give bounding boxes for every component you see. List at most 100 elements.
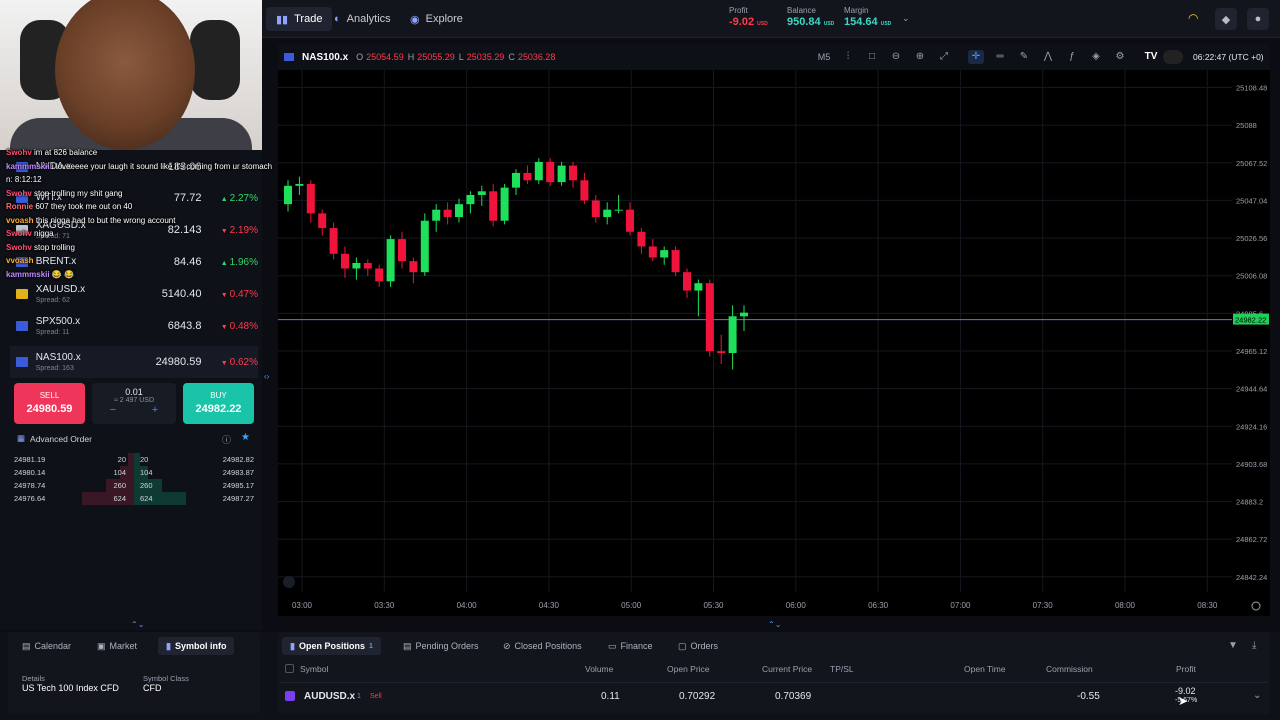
y-tick-label: 24944.64 (1236, 385, 1267, 394)
tab-market[interactable]: ▣ Market (97, 639, 137, 653)
chat-text: stop trolling my shit gang (34, 188, 123, 198)
tab-pending-orders[interactable]: ▤ Pending Orders (403, 639, 479, 653)
ask-volume: 624 (140, 494, 153, 503)
reset-chart-icon[interactable] (283, 576, 295, 588)
col-open-price[interactable]: Open Price (667, 664, 710, 674)
advanced-order-toggle[interactable]: ▦ Advanced Order (17, 433, 92, 444)
orderbook-row[interactable]: 24980.14 104 104 24983.87 (14, 466, 254, 479)
info-icon[interactable]: ⓘ (222, 435, 232, 445)
watchlist-row[interactable]: XAUUSD.x Spread: 62 5140.40 ▼ 0.47% (10, 279, 258, 309)
flag-icon (16, 257, 28, 267)
crosshair-icon[interactable]: ✛ (968, 50, 984, 64)
account-chevron-icon[interactable]: ⌄ (902, 13, 910, 23)
document-icon: ▤ (403, 640, 412, 651)
candle-body (375, 268, 384, 282)
chat-message: Swohv stop trolling my shit gang (6, 187, 346, 201)
filter-icon[interactable]: ▼ (1228, 640, 1238, 651)
watchlist-symbol: XAGUSD.x Spread: 71 (36, 220, 143, 240)
watchlist-row[interactable]: XAGUSD.x Spread: 71 82.143 ▼ 2.19% (10, 215, 258, 245)
col-profit[interactable]: Profit (1176, 664, 1196, 674)
watchlist-symbol-name: SPX500.x (35, 316, 81, 327)
chart-symbol[interactable]: NAS100.x (302, 51, 349, 63)
download-icon[interactable]: ⤓ (1252, 640, 1257, 651)
bell-icon[interactable]: ◆ (1215, 8, 1237, 30)
pencil-icon[interactable]: ✎ (1019, 51, 1029, 62)
volume-minus-button[interactable]: − (109, 404, 117, 416)
indicators-icon[interactable]: ƒ (1069, 51, 1075, 62)
watchlist-row[interactable]: BRENT.x 84.46 ▲ 1.96% (10, 247, 258, 277)
tab-finance[interactable]: ▭ Finance (608, 639, 653, 653)
watchlist-change-value: 0.48% (229, 320, 258, 332)
orderbook-row[interactable]: 24976.64 624 624 24987.27 (14, 492, 254, 505)
tab-orders[interactable]: ▢ Orders (678, 639, 718, 653)
position-current-price: 0.70369 (775, 691, 812, 702)
square-icon[interactable]: □ (868, 51, 876, 62)
candle-body (386, 239, 395, 282)
col-commission[interactable]: Commission (1046, 664, 1093, 674)
tab-analytics[interactable]: ◐ Analytics (324, 7, 401, 31)
watchlist-row[interactable]: NAS100.x Spread: 163 24980.59 ▼ 0.62% (10, 346, 258, 378)
fit-icon[interactable]: ⤢ (940, 51, 948, 62)
star-icon[interactable]: ★ (241, 432, 250, 443)
col-symbol[interactable]: Symbol (300, 664, 329, 674)
tab-symbol-info[interactable]: ▮ Symbol info (158, 637, 235, 655)
volume-value: 0.01 (125, 387, 143, 397)
watchlist-symbol-name: BRENT.x (35, 255, 77, 267)
profit-amount: -9.02 (729, 16, 755, 28)
watchlist-row[interactable]: SPX500.x Spread: 11 6843.8 ▼ 0.48% (10, 311, 258, 341)
volume-input[interactable]: 0.01 ≈ 2 497 USD − + (92, 383, 176, 424)
chat-message: kammmskii 😂 😂 (6, 268, 346, 282)
buy-button[interactable]: BUY 24982.22 (183, 383, 254, 424)
layers-icon[interactable]: ◈ (1092, 51, 1100, 62)
x-tick-label: 07:00 (950, 601, 971, 610)
pattern-icon[interactable]: ⋀ (1043, 51, 1053, 62)
flag-icon (16, 357, 28, 367)
horizontal-line-icon[interactable]: ═ (996, 51, 1004, 62)
collapse-left-bottom-icon[interactable]: ⌃⌄ (131, 620, 145, 629)
col-volume[interactable]: Volume (585, 664, 614, 674)
watchlist-row[interactable]: NVDA.x 183.06 (10, 152, 258, 182)
tab-closed-positions[interactable]: ⊘ Closed Positions (503, 639, 582, 653)
volume-plus-button[interactable]: + (151, 404, 159, 416)
settings-icon[interactable]: ⚙ (1115, 51, 1125, 62)
tab-calendar[interactable]: ▤ Calendar (22, 639, 71, 653)
row-expand-chevron-icon[interactable]: ⌄ (1253, 690, 1262, 701)
y-tick-label: 24965.12 (1236, 347, 1267, 356)
col-open-time[interactable]: Open Time (964, 664, 1006, 674)
tab-open-positions[interactable]: ▮ Open Positions 1 (282, 637, 381, 655)
chat-username: vvoash (6, 256, 34, 265)
margin-unit: USD (880, 21, 892, 27)
candle-body (306, 183, 315, 214)
y-tick-label: 25026.56 (1236, 234, 1267, 243)
zoom-in-icon[interactable]: ⊕ (915, 51, 925, 62)
orderbook-row[interactable]: 24978.74 260 260 24985.17 (14, 479, 254, 492)
x-tick-label: 05:00 (621, 601, 642, 610)
collapse-left-icon[interactable]: ‹› (264, 372, 270, 381)
select-all-checkbox[interactable] (285, 664, 294, 673)
theme-toggle[interactable] (1163, 50, 1183, 64)
col-tpsl[interactable]: TP/SL (830, 664, 854, 674)
timeframe-button[interactable]: M5 (817, 52, 831, 62)
bid-price: 24981.19 (14, 455, 46, 464)
table-row[interactable] (280, 682, 1268, 710)
watchlist-price: 5140.40 (161, 288, 202, 300)
candles-icon[interactable]: ⫶ (846, 51, 850, 62)
user-icon[interactable]: ● (1247, 8, 1269, 30)
tab-explore[interactable]: ◉ Explore (400, 7, 473, 31)
profit-value: -9.02 USD (729, 16, 768, 28)
tab-trade[interactable]: ▮▮ Trade (266, 7, 333, 31)
chat-message: Swohv stop trolling (6, 241, 346, 255)
balance-unit: USD (823, 21, 835, 27)
chat-text: this nigga had to but the wrong account (35, 215, 176, 225)
candle-body (626, 209, 634, 232)
collapse-bottom-icon[interactable]: ⌃⌄ (768, 620, 782, 629)
chart-area[interactable] (278, 44, 1270, 616)
sell-button[interactable]: SELL 24980.59 (14, 383, 85, 424)
ask-price: 24982.82 (222, 455, 254, 464)
watchlist-row[interactable]: WTI.x 77.72 ▲ 2.27% (10, 183, 258, 213)
price-chart[interactable]: 25108.48 25088 25067.52 25047.04 25026.56 250… (278, 70, 1270, 616)
orderbook-row[interactable]: 24981.19 20 20 24982.82 (14, 453, 254, 466)
headphone-right (190, 20, 240, 100)
zoom-out-icon[interactable]: ⊖ (891, 51, 901, 62)
col-current-price[interactable]: Current Price (762, 664, 813, 674)
